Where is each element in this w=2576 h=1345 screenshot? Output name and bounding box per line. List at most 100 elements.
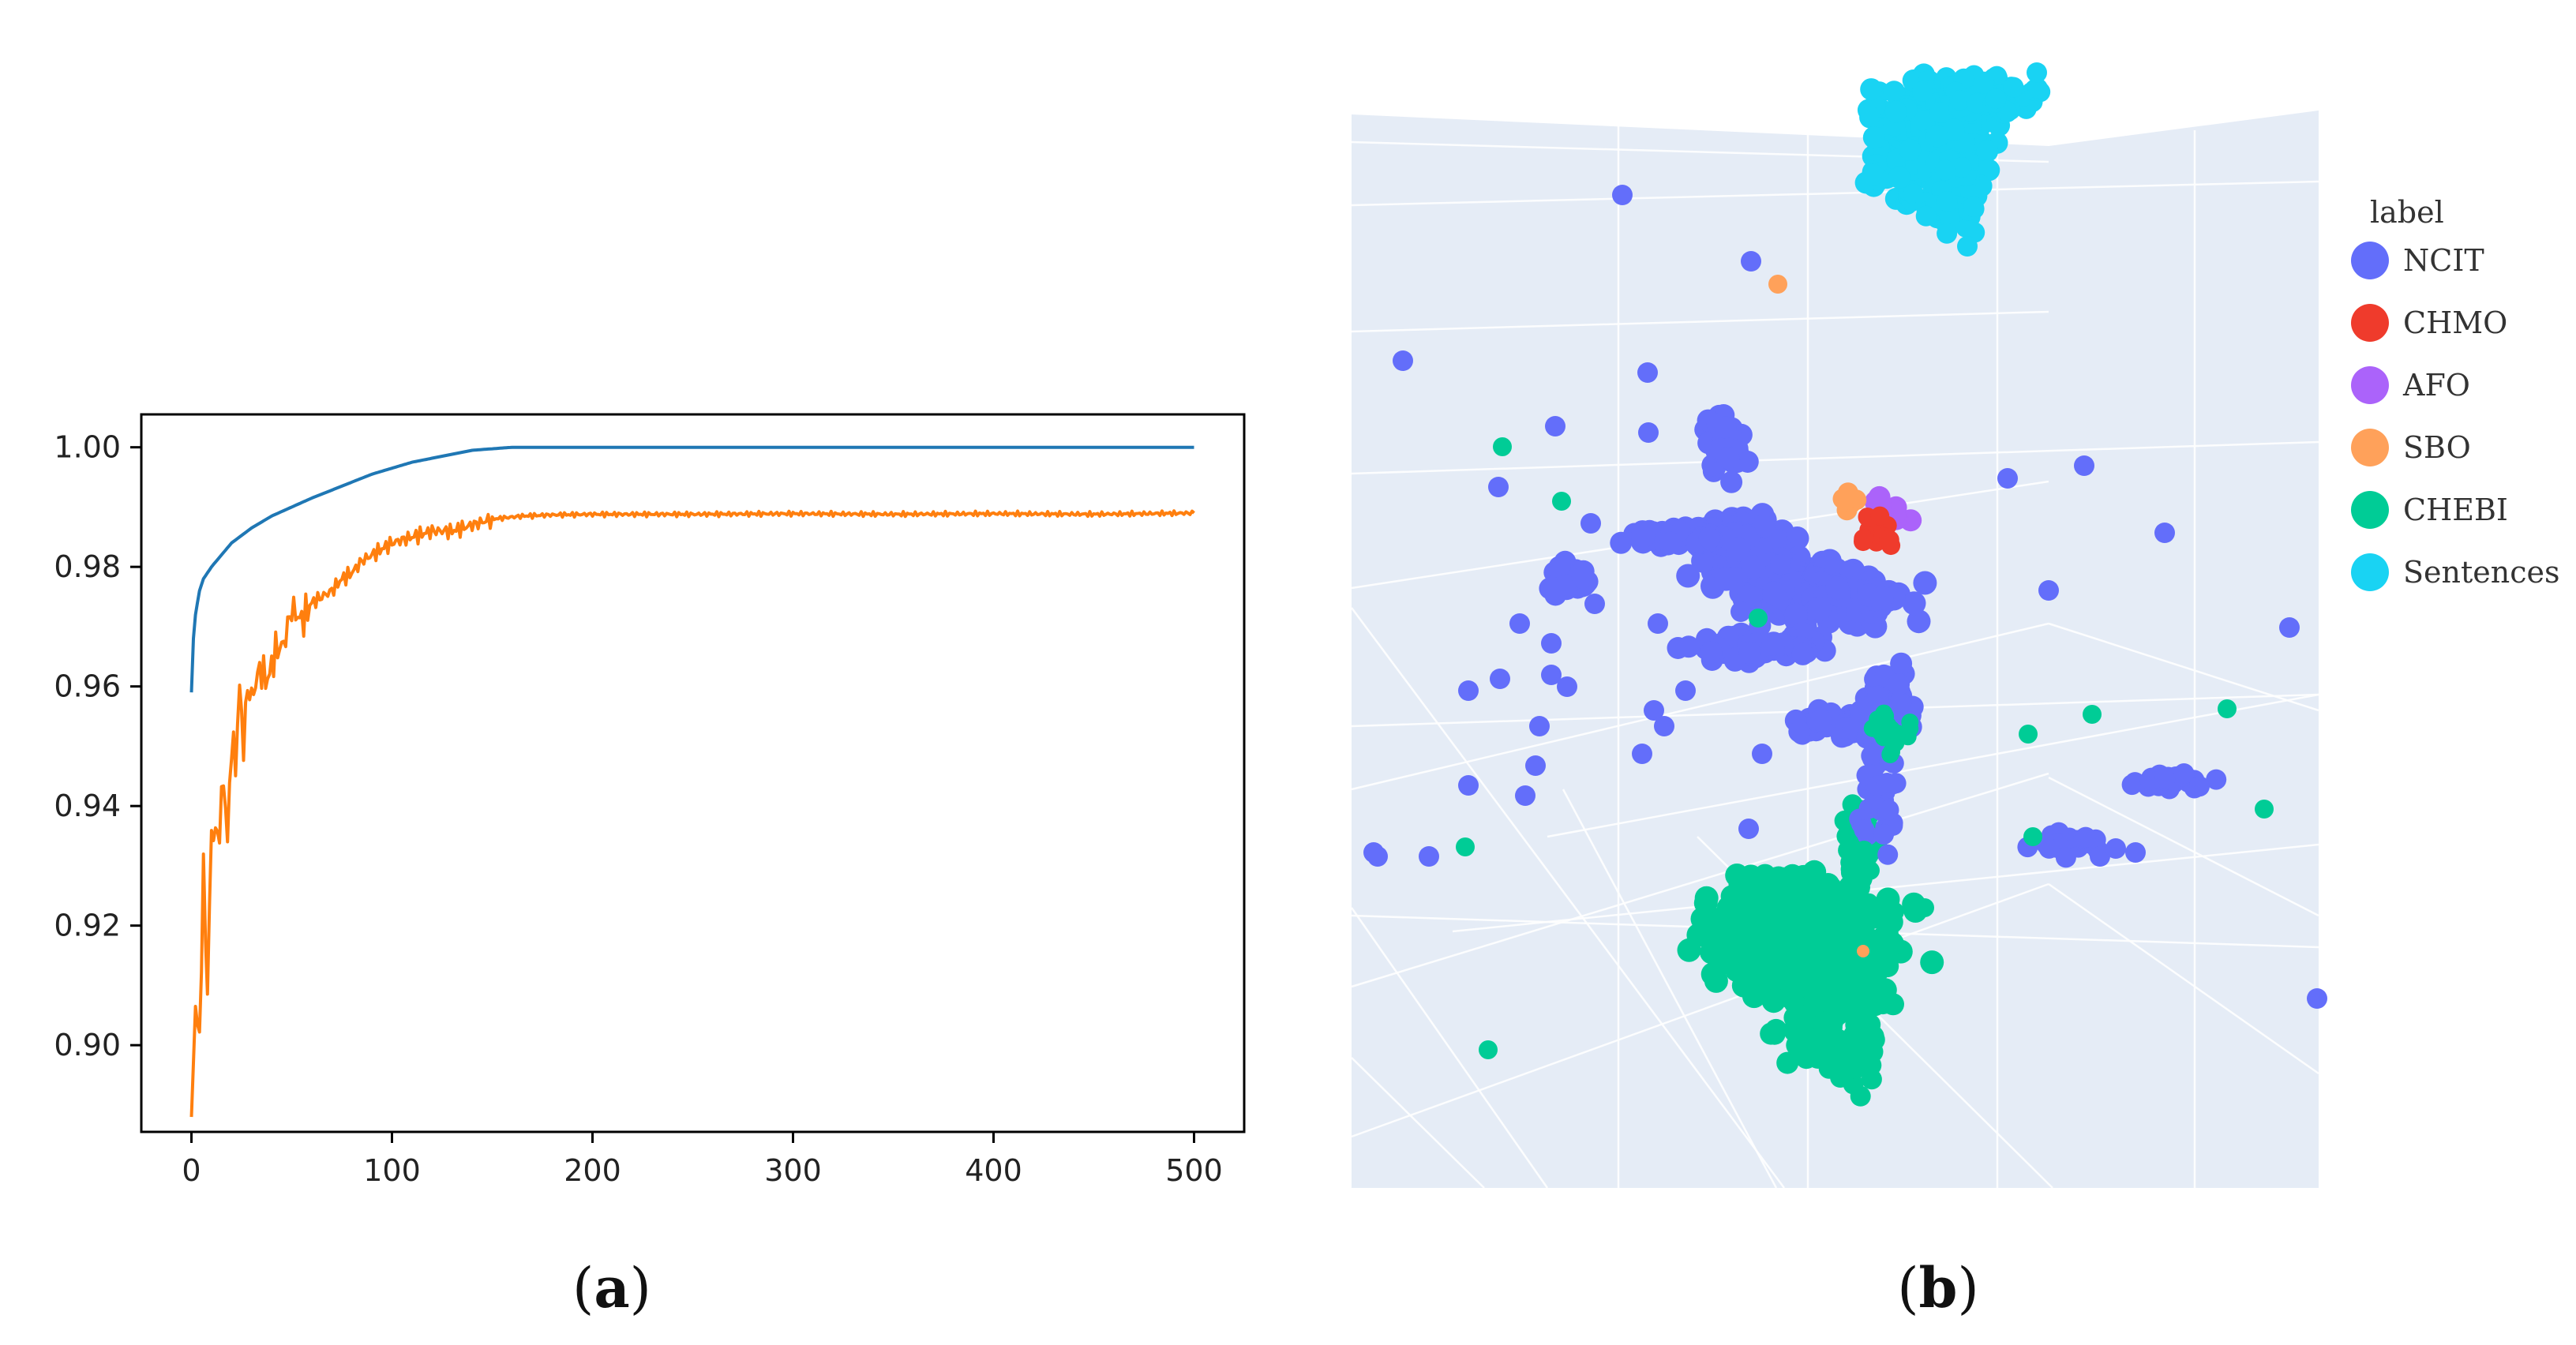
y-tick-label: 0.90	[54, 1028, 121, 1062]
scatter-point	[1913, 571, 1937, 595]
scatter-point	[1877, 844, 1899, 865]
scatter-point	[1745, 884, 1768, 907]
scatter-point	[1458, 775, 1479, 796]
legend-swatch-sentences	[2351, 553, 2389, 591]
scatter-point	[1915, 205, 1937, 227]
scatter-point	[1825, 576, 1850, 600]
scatter-point	[2027, 77, 2048, 99]
scatter-point	[1580, 513, 1601, 534]
legend-swatch-ncit	[2351, 242, 2389, 279]
scatter-point	[1525, 755, 1546, 776]
scatter-point	[1997, 468, 2018, 489]
scatter-point	[1937, 191, 1958, 212]
series-lines	[189, 445, 1195, 1118]
scatter-point	[1458, 680, 1479, 701]
legend-swatch-chebi	[2351, 491, 2389, 529]
scatter-point	[1509, 613, 1530, 634]
scatter-point	[1654, 716, 1674, 736]
scatter-point	[1879, 530, 1899, 549]
legend-label-chebi: CHEBI	[2403, 493, 2508, 527]
legend: label NCIT CHMO AFO SBO CHEBI Sentences	[2351, 195, 2560, 591]
scatter-point	[1807, 883, 1830, 906]
scatter-point	[1676, 564, 1700, 588]
legend-label-chmo: CHMO	[2403, 305, 2507, 340]
scatter-point	[2083, 705, 2102, 724]
scatter-point	[1873, 824, 1895, 845]
scatter-point	[1752, 744, 1772, 764]
scatter-point	[1770, 554, 1790, 575]
scatter-point	[1771, 892, 1794, 915]
scene-gridline	[1351, 310, 2049, 333]
y-tick-label: 0.98	[54, 549, 121, 584]
scatter-point	[1841, 997, 1863, 1020]
scatter-point	[1541, 633, 1562, 654]
scene-gridline	[1351, 440, 2319, 475]
scatter-point	[1949, 89, 1970, 111]
scatter-point	[1915, 898, 1934, 917]
scene-gridline	[2048, 622, 2319, 712]
scatter-point	[1963, 197, 1984, 217]
scatter-point	[2075, 826, 2096, 848]
scatter-point	[1776, 1051, 1799, 1074]
scatter-point	[1850, 890, 1869, 910]
caption-a-letter: a	[594, 1255, 630, 1321]
scatter-point	[1872, 981, 1895, 1004]
scatter-point	[1764, 988, 1787, 1010]
line-chart-panel: 0 100 200 300 400 500 0.90 0.92 0.94 0.96 0.98 1.00	[54, 413, 1246, 1188]
scatter-point	[1782, 875, 1805, 897]
scatter-point	[1727, 538, 1751, 562]
legend-label-ncit: NCIT	[2403, 243, 2484, 278]
scatter-point	[2279, 617, 2300, 638]
scatter-point	[1957, 236, 1978, 257]
scatter-point	[1741, 251, 1761, 272]
scatter-point	[1967, 92, 1988, 114]
scatter-point	[2003, 77, 2024, 98]
scatter-point	[2307, 988, 2327, 1009]
scatter-point	[1742, 555, 1766, 579]
scatter-point	[2055, 847, 2076, 868]
scatter-point	[2027, 62, 2047, 83]
scatter-point	[1795, 963, 1818, 986]
scatter-point	[1869, 586, 1894, 610]
scene-gridline	[1562, 789, 1778, 1189]
scatter-point	[1862, 126, 1885, 149]
scatter-point	[1632, 744, 1652, 764]
scatter-point	[1749, 609, 1768, 628]
legend-title: label	[2370, 195, 2444, 230]
scatter-point	[1888, 725, 1907, 743]
scatter-point	[1862, 163, 1884, 186]
scatter-point	[1812, 976, 1835, 999]
scatter-point	[1870, 506, 1890, 526]
scatter-point	[1714, 567, 1738, 591]
scatter-point	[1858, 1013, 1881, 1036]
scatter-point	[1875, 937, 1898, 960]
scatter-point	[1929, 102, 1951, 123]
scatter-point	[1883, 81, 1906, 103]
scatter-point	[1912, 81, 1933, 102]
scatter-point	[1877, 773, 1898, 793]
scatter-point	[1888, 673, 1910, 695]
legend-label-sentences: Sentences	[2403, 555, 2560, 590]
scatter-point	[2023, 827, 2042, 846]
scene-gridline	[1351, 882, 2049, 1138]
scatter-point	[2038, 837, 2060, 859]
scatter-point	[1828, 1058, 1849, 1079]
scatter-point	[1810, 709, 1833, 732]
scatter-point	[1584, 594, 1605, 614]
x-tick-label: 400	[965, 1153, 1022, 1188]
scatter-point	[1877, 955, 1899, 978]
scatter-point	[2173, 763, 2195, 784]
scatter-point	[1860, 78, 1883, 101]
scatter-point	[1545, 416, 1565, 436]
scatter-point	[1857, 945, 1869, 957]
scatter-point	[1488, 477, 1509, 497]
scatter-point	[1899, 138, 1922, 161]
scatter-point	[1479, 1040, 1498, 1059]
y-tick-label: 0.92	[54, 909, 121, 943]
scatter-point	[1700, 641, 1723, 664]
scatter-point	[1675, 680, 1696, 701]
scatter-3d-panel: label NCIT CHMO AFO SBO CHEBI Sentences	[1350, 62, 2560, 1189]
scatter-point	[2206, 769, 2227, 790]
